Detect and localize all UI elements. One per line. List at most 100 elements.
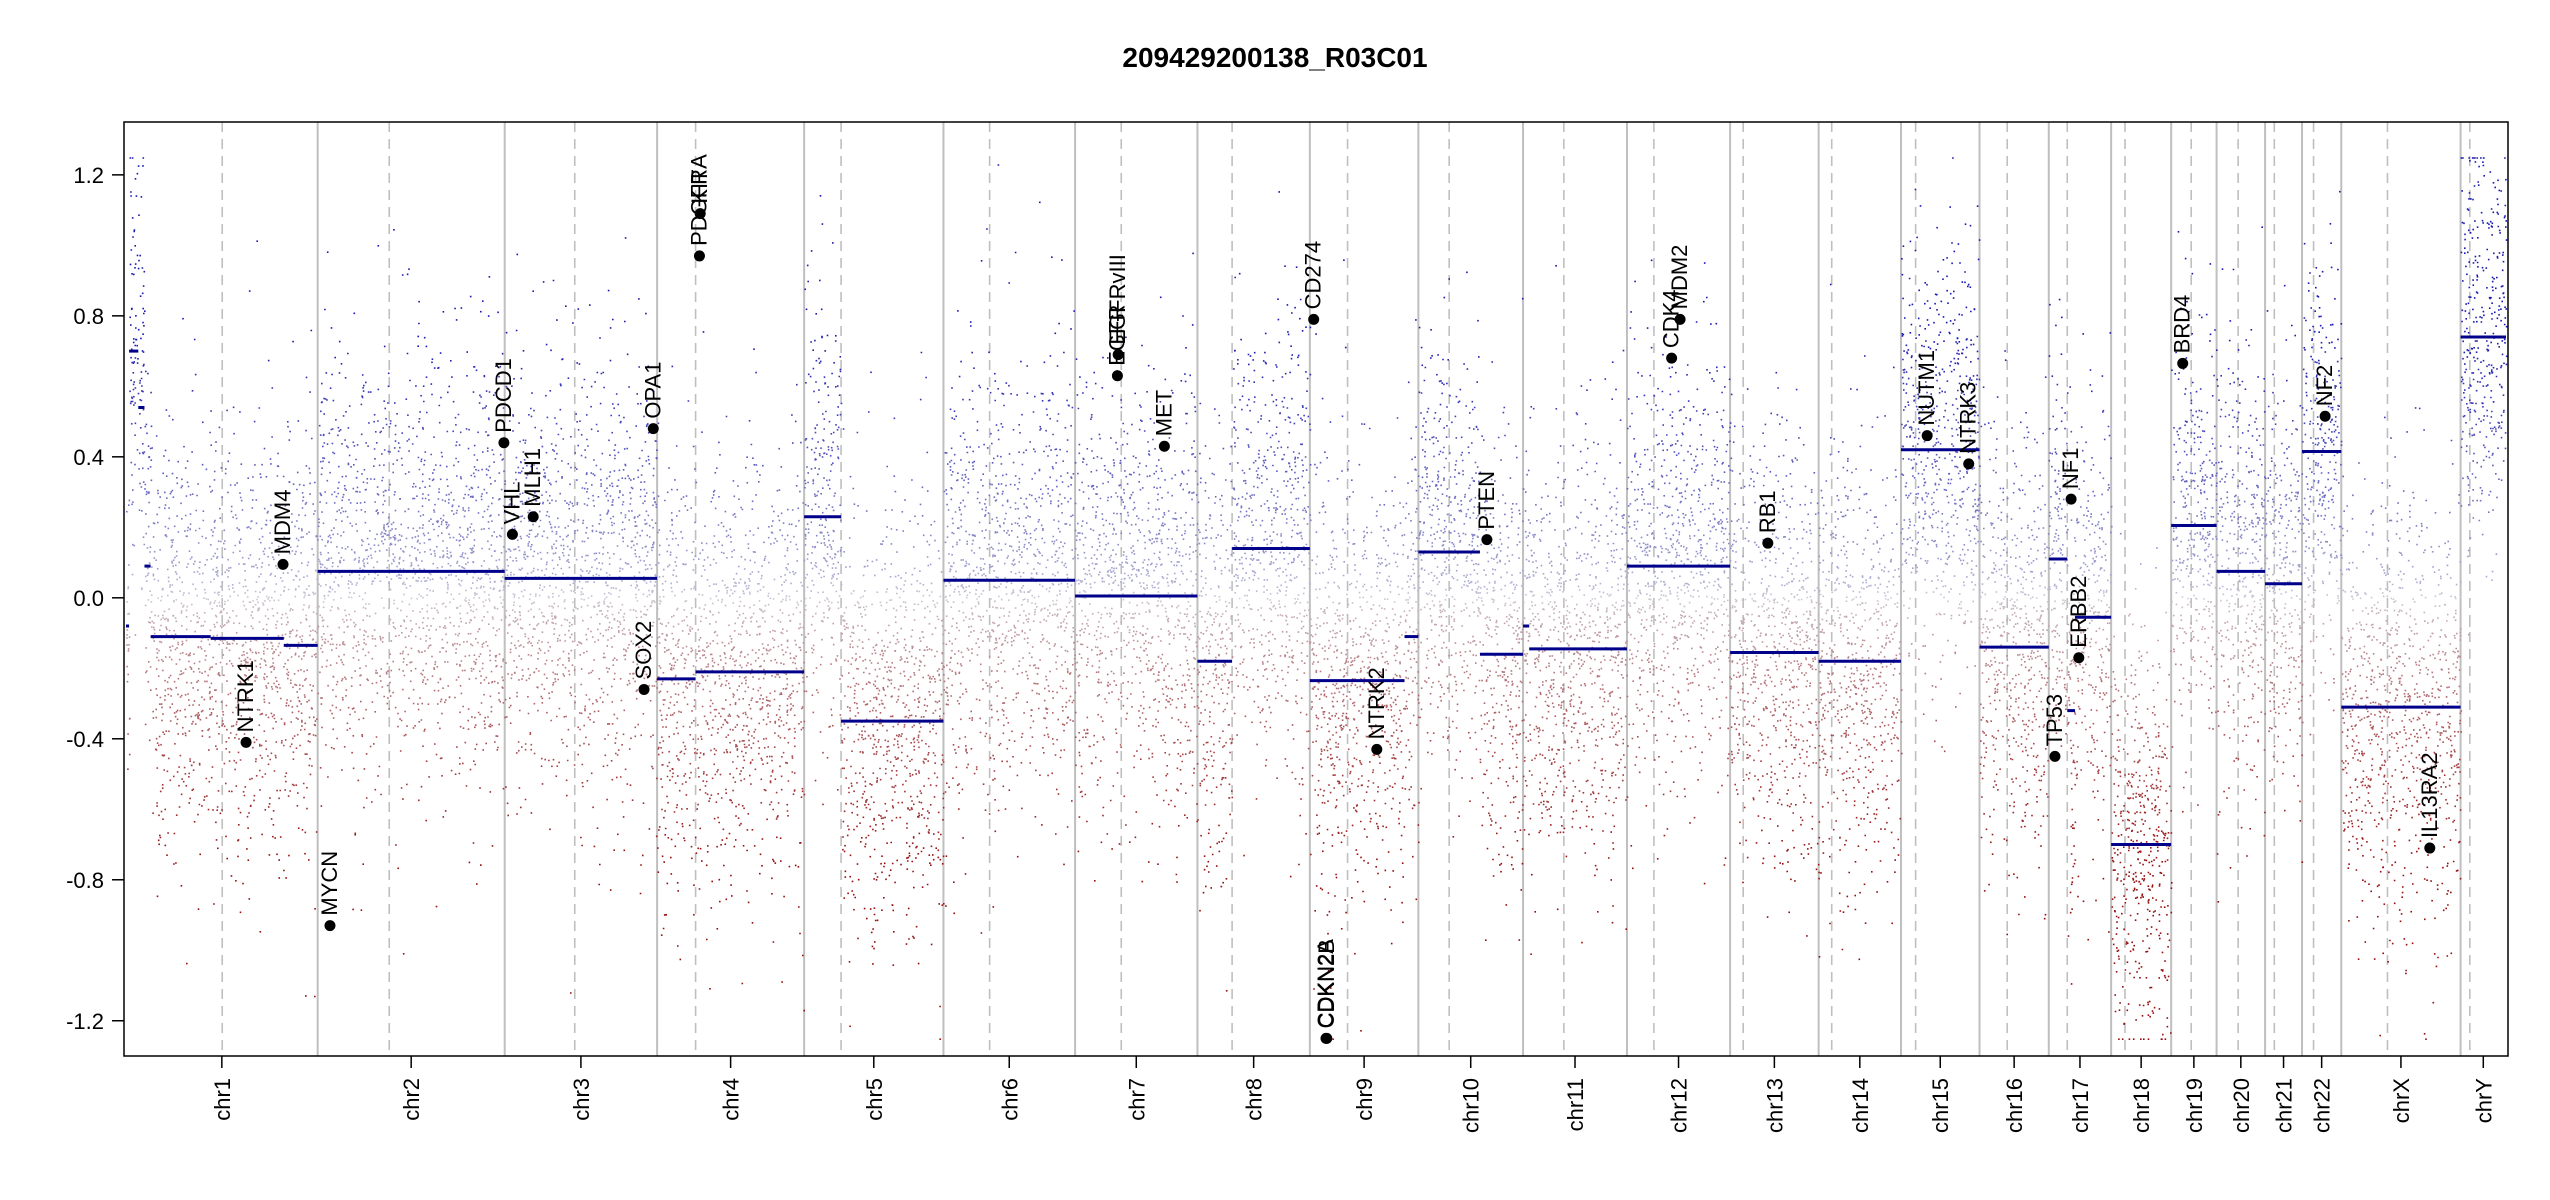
probe-cloud xyxy=(253,419,2482,423)
probe-cloud xyxy=(950,606,953,608)
probe-cloud xyxy=(249,837,2364,840)
probe-cloud xyxy=(159,703,2426,706)
probe-cloud xyxy=(184,530,2409,533)
probe-cloud xyxy=(133,336,2495,340)
probe-cloud xyxy=(258,608,2296,611)
probe-cloud xyxy=(189,528,2303,532)
probe-cloud xyxy=(775,791,1585,794)
probe-cloud xyxy=(127,673,2429,676)
probe-cloud xyxy=(264,773,2455,776)
probe-cloud xyxy=(161,706,2138,709)
probe-cloud xyxy=(128,635,2447,639)
probe-cloud xyxy=(262,650,2460,653)
probe-cloud xyxy=(140,485,2391,489)
probe-cloud xyxy=(402,797,2404,801)
probe-cloud xyxy=(197,542,2288,544)
probe-cloud xyxy=(706,850,2418,853)
probe-cloud xyxy=(158,506,2387,510)
probe-cloud xyxy=(156,694,2426,697)
probe-cloud xyxy=(371,801,2396,804)
gene-point xyxy=(1963,458,1975,470)
probe-cloud xyxy=(629,784,959,786)
probe-cloud xyxy=(152,812,2427,815)
probe-cloud xyxy=(159,629,2443,632)
gene-point xyxy=(1371,743,1383,755)
probe-cloud xyxy=(226,857,2139,860)
probe-cloud xyxy=(1054,643,1362,645)
probe-cloud xyxy=(603,600,2056,603)
probe-cloud xyxy=(162,471,2497,475)
probe-cloud xyxy=(505,786,2139,788)
probe-cloud xyxy=(415,623,1842,625)
probe-cloud xyxy=(410,597,2393,600)
gene-label: CD274 xyxy=(1301,241,1326,309)
probe-cloud xyxy=(159,696,2436,699)
probe-cloud xyxy=(160,624,2363,627)
gene-label: VHL xyxy=(499,482,524,525)
probe-cloud xyxy=(313,593,2359,596)
probe-cloud xyxy=(194,714,2183,718)
probe-cloud xyxy=(169,779,2430,783)
probe-cloud xyxy=(666,795,2141,798)
probe-cloud xyxy=(232,405,2484,409)
probe-cloud xyxy=(601,613,2312,616)
x-tick-label-chr19: chr19 xyxy=(2182,1078,2207,1133)
probe-cloud xyxy=(134,462,2454,466)
probe-cloud xyxy=(144,604,1164,607)
probe-cloud xyxy=(134,432,2495,437)
x-tick-label-chr18: chr18 xyxy=(2129,1078,2154,1133)
probe-cloud xyxy=(304,831,2139,834)
probe-cloud xyxy=(177,677,2454,680)
probe-cloud xyxy=(149,621,2398,624)
probe-cloud xyxy=(246,689,2456,693)
probe-cloud xyxy=(182,651,2456,654)
gene-point xyxy=(1158,440,1170,452)
probe-cloud xyxy=(308,859,310,861)
gene-label: MLH1 xyxy=(520,448,545,507)
chart-title: 209429200138_R03C01 xyxy=(1122,42,1428,73)
probe-cloud xyxy=(186,529,2423,532)
probe-cloud xyxy=(176,515,2411,519)
probe-cloud xyxy=(214,552,2402,555)
probe-cloud xyxy=(225,835,2354,838)
probe-cloud xyxy=(148,561,2354,565)
gene-point xyxy=(1321,1032,1333,1044)
gene-label: NF1 xyxy=(2058,448,2083,490)
probe-cloud xyxy=(167,618,2457,622)
gene-label: EGFRvIII xyxy=(1105,254,1130,344)
probe-cloud xyxy=(221,602,1864,605)
probe-cloud xyxy=(308,606,2373,609)
x-tick-label-chr6: chr6 xyxy=(997,1078,1022,1121)
probe-cloud xyxy=(147,444,2485,448)
probe-cloud xyxy=(252,746,2427,750)
probe-cloud xyxy=(189,758,2374,761)
probe-cloud xyxy=(164,808,2073,811)
probe-cloud xyxy=(1327,756,2164,759)
probe-cloud xyxy=(246,589,2345,592)
probe-cloud xyxy=(131,473,2297,477)
probe-cloud xyxy=(150,688,2440,692)
probe-cloud xyxy=(295,635,1791,638)
probe-cloud xyxy=(156,741,2444,745)
probe-cloud xyxy=(187,562,2382,566)
probe-cloud xyxy=(583,598,1890,601)
gene-point xyxy=(240,736,252,748)
probe-cloud xyxy=(132,341,2506,345)
gene-label: IL13RA2 xyxy=(2417,752,2442,838)
probe-cloud xyxy=(283,722,1812,724)
probe-cloud xyxy=(127,585,2354,588)
probe-cloud xyxy=(153,522,2423,526)
gene-point xyxy=(693,250,705,262)
probe-cloud xyxy=(162,587,2387,590)
gene-label: CDKN2B xyxy=(1314,939,1339,1028)
probe-cloud xyxy=(148,455,2491,459)
probe-cloud xyxy=(769,597,2362,600)
probe-cloud xyxy=(145,669,2395,673)
probe-cloud xyxy=(247,825,2378,829)
probe-cloud xyxy=(168,414,2489,417)
probe-cloud xyxy=(132,387,2320,391)
gene-point xyxy=(2065,493,2077,505)
gene-point xyxy=(1481,534,1493,546)
probe-cloud xyxy=(842,848,2383,851)
probe-cloud xyxy=(198,762,2349,765)
